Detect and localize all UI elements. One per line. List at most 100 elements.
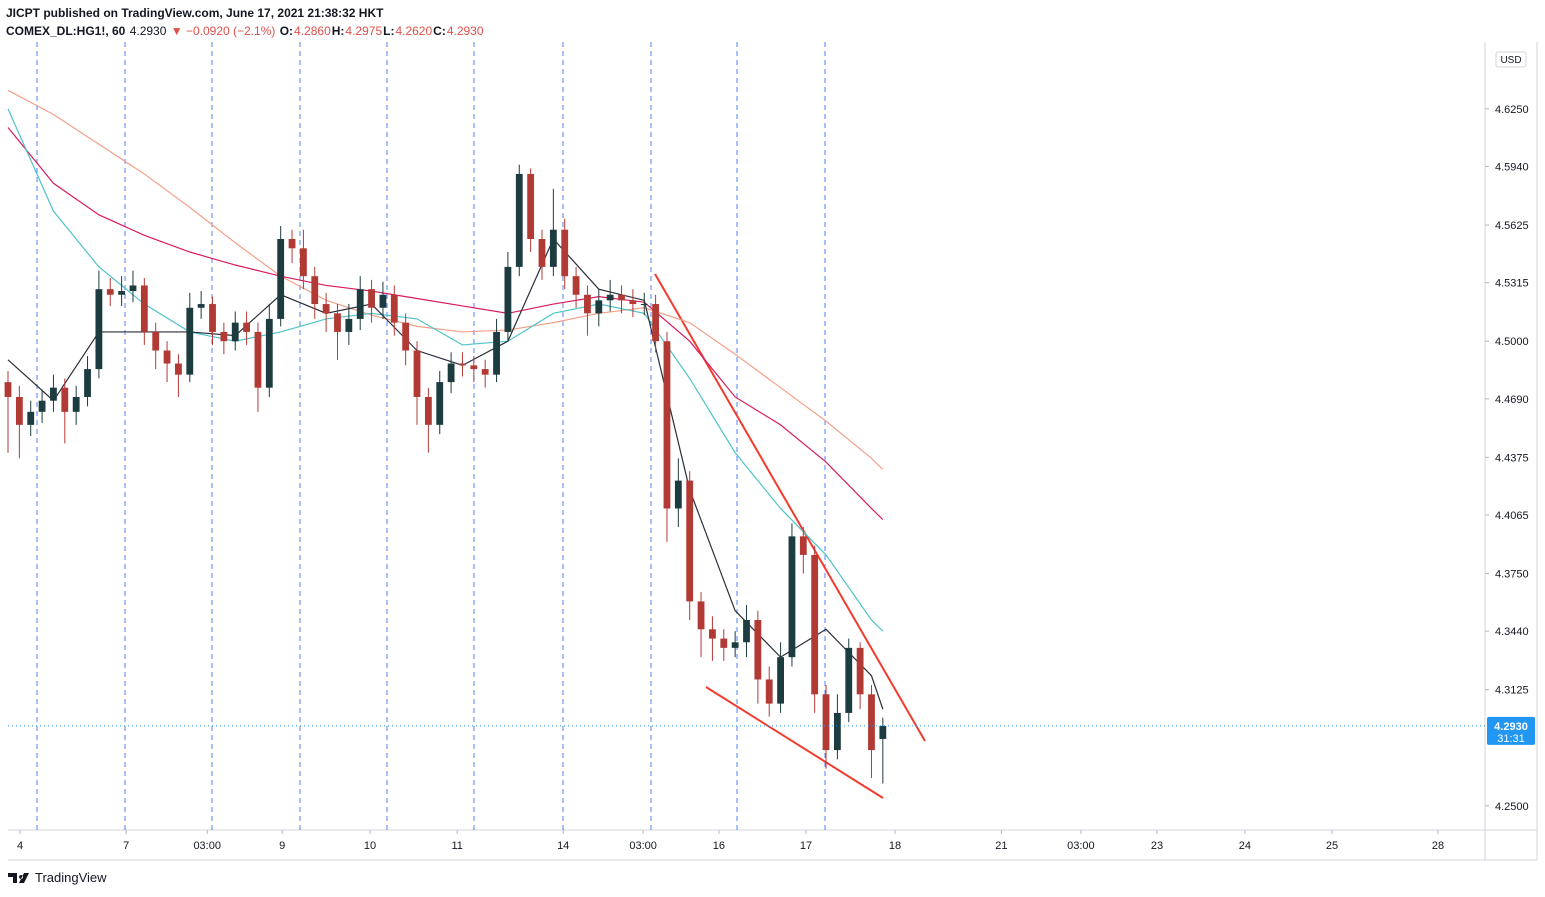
x-tick-label: 11 [451,840,462,852]
candle-body [584,294,591,314]
candle-body [595,300,603,314]
ohlc-key: L: [383,24,395,38]
candle-body [231,322,239,342]
candle-body [833,712,841,751]
y-tick-label: 4.3440 [1495,626,1529,638]
candle-body [459,363,466,366]
ohlc-value: 4.2930 [446,24,484,38]
candle-body [299,248,307,277]
candle-body [731,642,739,648]
moving-average [7,89,884,470]
trend-line [654,273,926,742]
session-lines [36,42,826,830]
candle-body [322,304,330,314]
ohlc-value: 4.2860 [294,24,331,38]
candle-body [663,341,671,509]
x-tick-label: 24 [1239,840,1251,852]
candle-body [549,229,557,267]
ohlc-key: C: [433,24,446,38]
currency-box [1495,51,1527,68]
candle-body [424,396,432,425]
candle-body [799,536,807,555]
candle-body [720,638,728,648]
brand: TradingView [35,870,107,885]
x-tick-label: 21 [995,840,1007,852]
candle-body [356,289,364,319]
candle-body [640,304,648,306]
candle-body [481,369,489,375]
x-tick-label: 7 [123,840,129,852]
candle-body [186,307,194,375]
candle-body [561,229,569,277]
change: ▼ −0.0920 (−2.1%) [170,24,276,38]
last-price-box [1487,716,1535,745]
candle-body [209,304,216,332]
x-tick-label: 28 [1432,840,1444,852]
candle-body [629,300,637,305]
x-tick-label: 23 [1151,840,1163,852]
candle-body [152,331,160,351]
candle-body [777,657,784,704]
candle-body [15,396,23,425]
candle-body [95,289,103,370]
y-tick-label: 4.3750 [1495,569,1529,581]
candle-body [618,294,625,301]
candle-body [572,276,580,295]
candle-body [118,291,126,295]
moving-average [7,108,884,632]
candle-body [709,629,716,639]
candle-body [243,322,251,332]
candle-body [788,536,796,658]
trend-line [705,686,884,799]
x-tick-label: 03:00 [629,840,657,852]
y-tick-label: 4.5940 [1495,162,1529,174]
candle-body [765,679,773,704]
logo [8,872,29,883]
y-tick-label: 4.3125 [1495,685,1529,697]
candle-body [390,294,398,323]
candle-body [697,601,705,630]
candle-body [72,396,80,412]
candle-body [652,304,660,342]
x-tick-label: 17 [800,840,812,852]
candle-body [220,331,228,342]
symbol-line: COMEX_DL:HG1!, 60 4.2930 ▼ −0.0920 (−2.1… [6,22,486,40]
candle-body [879,725,887,739]
candle-body [413,350,421,397]
candle-body [538,239,546,267]
candle-body [4,382,12,397]
candle-body [743,619,750,643]
x-tick-label: 03:00 [1067,840,1095,852]
x-tick-label: 25 [1326,840,1338,852]
x-tick-label: 4 [17,840,23,852]
countdown: 31:31 [1497,733,1525,745]
y-tick-label: 4.5000 [1495,336,1529,348]
symbol: COMEX_DL:HG1!, 60 [6,24,126,38]
moving-average [7,127,884,521]
y-tick-label: 4.2500 [1495,801,1529,813]
y-tick-label: 4.5625 [1495,220,1529,232]
x-tick-label: 16 [713,840,725,852]
y-tick-label: 4.4375 [1495,452,1529,464]
x-tick-label: 9 [279,840,285,852]
moving-average [7,237,884,710]
x-tick-label: 03:00 [193,840,221,852]
candle-body [27,411,35,425]
x-tick-label: 10 [364,840,376,852]
candle-body [379,294,387,308]
header: JICPT published on TradingView.com, June… [6,4,486,40]
candle-body [334,313,341,332]
candle-body [254,331,262,388]
candle-body [436,382,444,425]
candle-body [84,369,91,397]
candle-body [447,363,455,383]
candle-body [493,331,500,375]
candle-body [277,239,285,319]
candle-body [368,289,375,308]
candle-body [402,322,410,351]
x-tick-label: 14 [557,840,569,852]
candle-body [175,363,182,375]
ohlc-key: O: [279,24,294,38]
candle-body [845,647,853,713]
